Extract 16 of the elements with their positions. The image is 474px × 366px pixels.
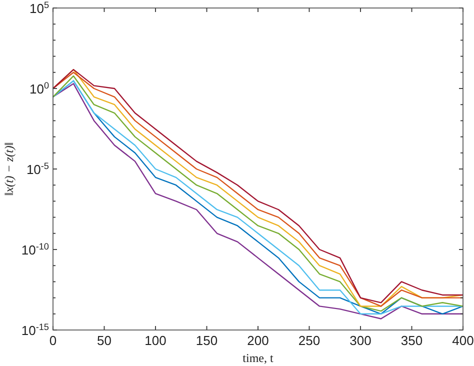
y-tick-label: 10$^{-5}$ — [26, 161, 49, 177]
x-tick-label: 50 — [97, 333, 112, 348]
y-axis-title: ‖x(t) − z(t)‖ — [2, 142, 16, 196]
x-tick-label: 300 — [350, 333, 372, 348]
x-tick-label: 100 — [144, 333, 166, 348]
y-tick-label: 10$^{-10}$ — [21, 242, 49, 258]
x-tick-label: 400 — [452, 333, 474, 348]
x-tick-label: 350 — [400, 333, 423, 348]
x-tick-label: 0 — [49, 333, 57, 348]
y-tick-label: 10$^{5}$ — [29, 0, 49, 16]
x-tick-label: 250 — [298, 333, 320, 348]
x-tick-label: 200 — [247, 333, 269, 348]
x-axis-title: time, t — [242, 351, 274, 365]
y-tick-label: 10$^{0}$ — [29, 80, 49, 96]
x-tick-label: 150 — [196, 333, 218, 348]
y-tick-label: 10$^{-15}$ — [21, 322, 49, 338]
